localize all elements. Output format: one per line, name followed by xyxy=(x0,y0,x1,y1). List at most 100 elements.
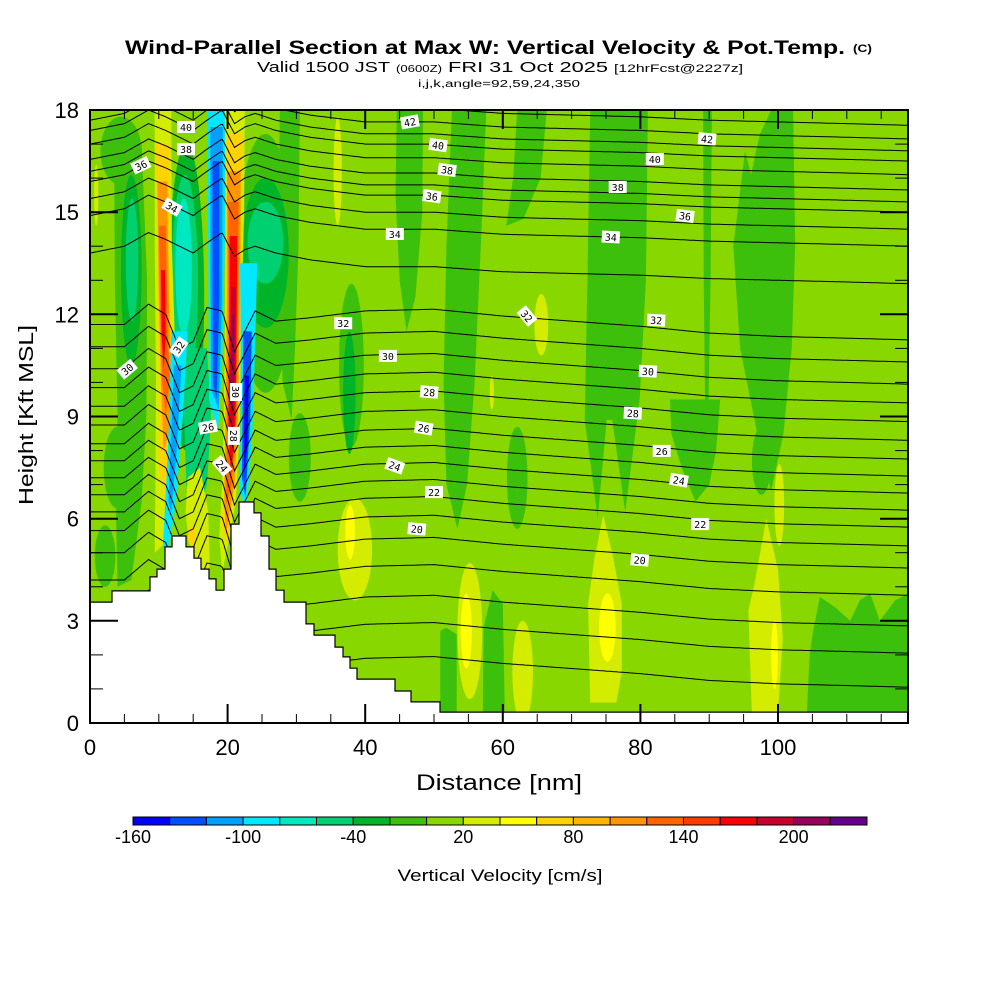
isentrope-label: 20 xyxy=(407,522,427,536)
w-region xyxy=(771,620,778,690)
isentrope-label-text: 38 xyxy=(440,165,453,178)
y-tick-label: 6 xyxy=(67,507,79,532)
isentrope-label-box xyxy=(177,121,195,133)
isentrope-label: 34 xyxy=(385,228,404,241)
w-region xyxy=(212,161,220,400)
isentrope-line xyxy=(90,531,907,582)
colorbar-swatch xyxy=(793,816,831,826)
isentrope-line xyxy=(90,303,907,354)
y-tick-label: 12 xyxy=(55,302,79,327)
w-region xyxy=(175,198,192,335)
forecast-info: [12hrFcst@2227z] xyxy=(614,63,743,75)
valid-date: FRI 31 Oct 2025 xyxy=(448,59,608,76)
x-tick-label: 60 xyxy=(491,735,515,760)
colorbar-swatch xyxy=(499,816,538,826)
isentrope-label: 30 xyxy=(229,383,242,401)
w-region xyxy=(94,164,99,226)
isentrope-label-text: 32 xyxy=(650,316,663,328)
valid-time-local: Valid 1500 JST xyxy=(257,59,390,76)
isentrope-line xyxy=(90,110,907,162)
figure-header: Wind-Parallel Section at Max W: Vertical… xyxy=(125,38,872,90)
y-tick-label: 9 xyxy=(67,405,79,430)
isentrope-label: 24 xyxy=(668,472,689,488)
w-region xyxy=(345,505,355,560)
isentrope-label-text: 28 xyxy=(423,387,436,399)
isentrope-label-box xyxy=(601,230,621,244)
isentrope-label: 28 xyxy=(227,426,240,445)
isentrope-label-box xyxy=(428,137,448,153)
isentrope-label: 32 xyxy=(334,317,353,330)
isentrope-line xyxy=(90,403,908,454)
w-region xyxy=(333,116,342,226)
isentrope-label: 36 xyxy=(130,155,152,175)
colorbar-swatch xyxy=(609,816,648,826)
isentrope-label: 26 xyxy=(198,419,218,435)
isentrope-label: 20 xyxy=(630,553,650,567)
isentrope-label-text: 26 xyxy=(656,447,668,458)
isentrope-label: 26 xyxy=(652,444,671,458)
colorbar-tick-label: -160 xyxy=(115,827,151,847)
isentrope-label: 42 xyxy=(697,132,717,146)
colorbar-swatch xyxy=(389,816,428,826)
colorbar-title: Vertical Velocity [cm/s] xyxy=(398,866,603,885)
isentrope-label: 30 xyxy=(378,349,397,363)
colorbar-tick-label: 140 xyxy=(668,827,698,847)
isentrope-label-box xyxy=(407,522,427,536)
x-tick-label: 80 xyxy=(628,735,652,760)
colorbar-swatch xyxy=(132,816,171,826)
isentrope-label-box xyxy=(646,313,666,327)
isentrope-line xyxy=(90,150,907,203)
x-tick-label: 100 xyxy=(760,735,797,760)
isentrope-label-text: 30 xyxy=(642,367,655,379)
isentrope-line xyxy=(90,490,907,541)
isentrope-label-box xyxy=(608,181,627,193)
isentrope-label-box xyxy=(425,486,443,499)
w-region xyxy=(440,627,457,713)
terrain-layer xyxy=(90,501,908,723)
isentrope-line xyxy=(90,347,907,398)
isentrope-label-box xyxy=(116,358,138,380)
isentrope-label: 38 xyxy=(177,143,195,156)
isentrope-label-text: 20 xyxy=(410,524,423,536)
isentrope-label: 40 xyxy=(177,121,195,134)
isentrope-label-box xyxy=(675,208,695,224)
isentrope-line xyxy=(90,422,907,473)
isentrope-label-box xyxy=(130,155,152,175)
isentrope-label-text: 34 xyxy=(389,230,401,241)
x-tick-label: 40 xyxy=(353,735,377,760)
isentrope-label-text: 38 xyxy=(180,145,192,156)
colorbar-tick-label: 80 xyxy=(563,827,583,847)
isentrope-label-box xyxy=(384,457,406,475)
w-region xyxy=(512,620,533,723)
isentrope-label: 42 xyxy=(399,114,420,130)
isentrope-label-box xyxy=(437,162,457,178)
isentrope-label-box xyxy=(691,518,710,531)
isentrope-label-text: 34 xyxy=(604,233,617,245)
x-axis-title: Distance [nm] xyxy=(416,770,582,795)
colorbar-swatch xyxy=(426,816,464,826)
colorbar-swatch xyxy=(205,816,244,826)
colorbar-swatch xyxy=(242,816,281,826)
isentrope-label-box xyxy=(638,364,658,378)
isentrope-line xyxy=(90,194,908,247)
colorbar: -160 -100 -40 20 80 140 200 xyxy=(115,816,868,847)
isentrope-line xyxy=(90,439,907,490)
colorbar-swatch xyxy=(646,816,684,826)
colorbar-tick-label: 200 xyxy=(779,827,809,847)
y-axis-title: Height [Kft MSL] xyxy=(16,325,38,505)
isentrope-line xyxy=(90,232,907,285)
isentrope-label-text: 28 xyxy=(227,430,238,442)
isentrope-label: 22 xyxy=(425,486,443,499)
isentrope-label: 28 xyxy=(623,406,643,420)
w-region xyxy=(460,593,472,669)
w-region xyxy=(288,413,311,502)
isentrope-label-text: 38 xyxy=(612,183,624,194)
isentrope-label-text: 40 xyxy=(431,140,444,153)
isentrope-label-text: 22 xyxy=(428,488,440,499)
y-tick-label: 0 xyxy=(67,711,79,736)
isentrope-label-text: 20 xyxy=(633,555,646,567)
isentrope-label-box xyxy=(385,228,404,240)
isentrope-line xyxy=(90,509,908,560)
isentrope-label: 40 xyxy=(645,153,664,166)
